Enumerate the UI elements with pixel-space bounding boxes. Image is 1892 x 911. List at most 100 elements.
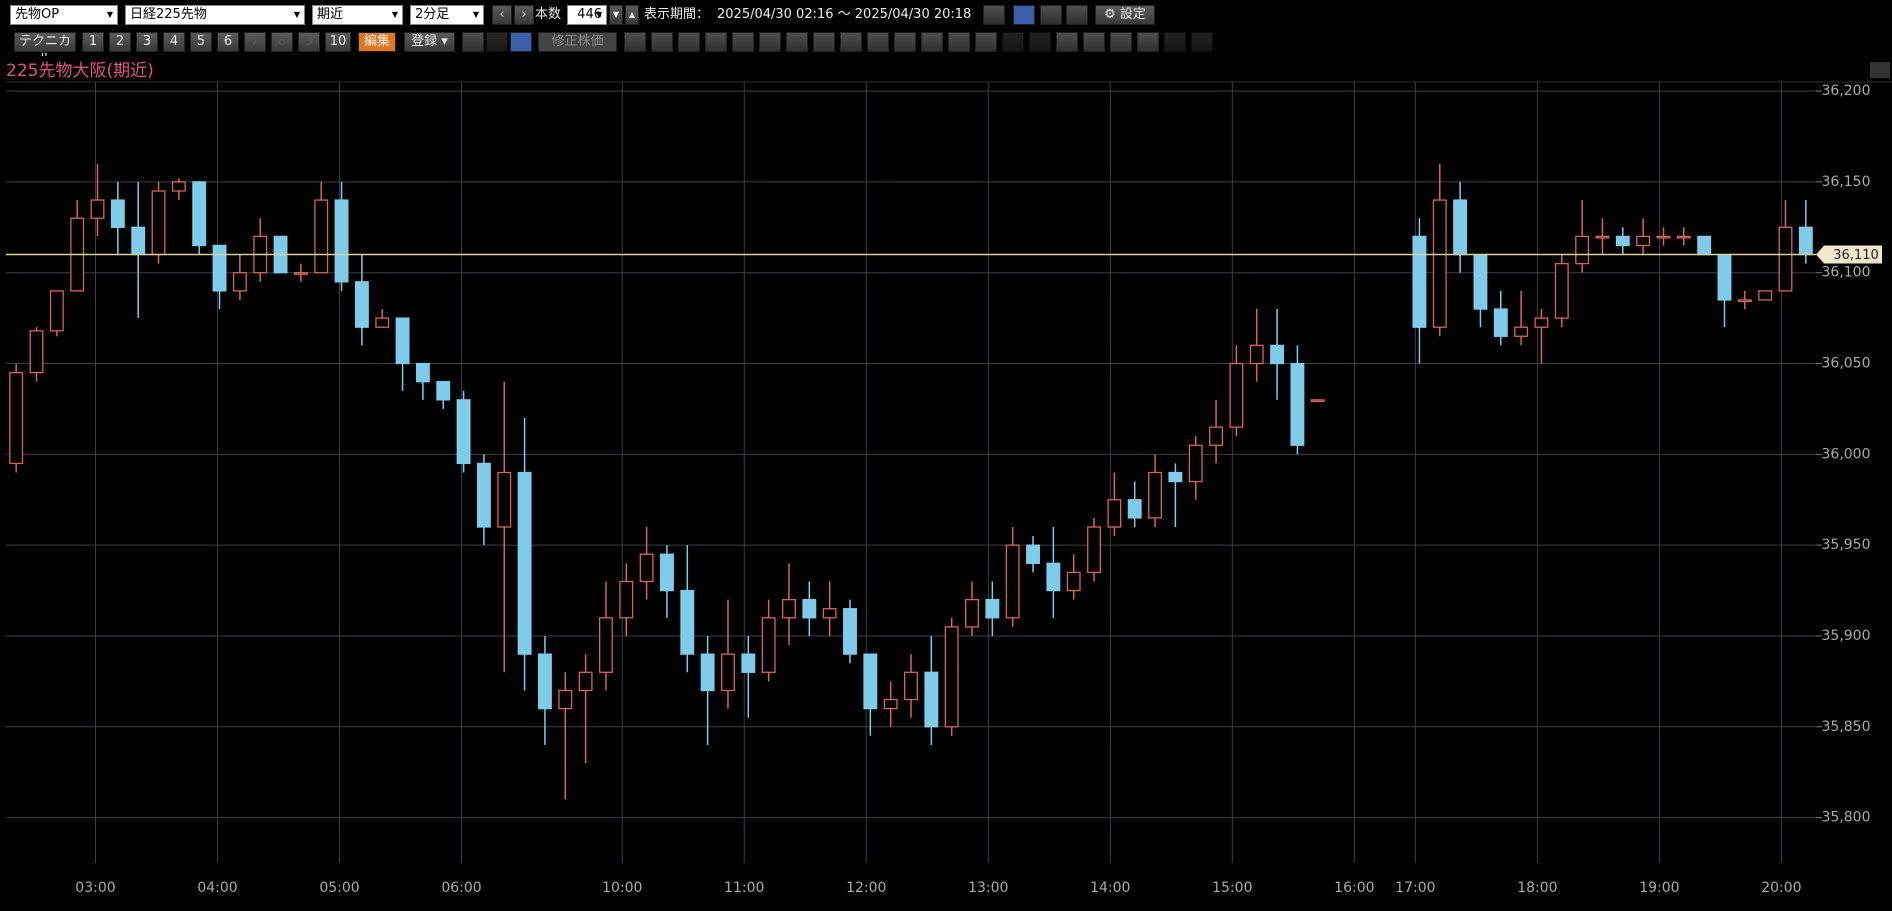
- x-tick-label: 15:00: [1212, 880, 1252, 896]
- candle-body: [904, 671, 918, 701]
- tool-button[interactable]: [651, 32, 673, 52]
- candle-body: [761, 617, 776, 673]
- candle-body: [1595, 235, 1610, 239]
- market-select[interactable]: 先物OP: [10, 5, 118, 25]
- x-tick-label: 04:00: [197, 880, 237, 896]
- technical-button[interactable]: テクニカル: [14, 32, 76, 67]
- tool-button[interactable]: [840, 32, 862, 52]
- chart-background: [0, 56, 1892, 911]
- number-button[interactable]: 9: [298, 32, 320, 52]
- tool-button[interactable]: [1056, 32, 1078, 52]
- candle-body: [29, 330, 44, 374]
- candle-body: [1534, 317, 1549, 328]
- y-tick-label: 36,100: [1822, 265, 1871, 281]
- x-tick-label: 18:00: [1517, 880, 1557, 896]
- candle-body: [1310, 399, 1325, 402]
- register-button[interactable]: 登録 ▾: [404, 32, 455, 52]
- print-button[interactable]: [1040, 5, 1062, 25]
- y-tick-label: 35,950: [1822, 537, 1871, 553]
- x-tick-label: 03:00: [75, 880, 115, 896]
- candle-body: [537, 653, 552, 710]
- candle-body: [171, 181, 186, 192]
- candle-body: [741, 653, 756, 673]
- candle-body: [49, 290, 64, 332]
- tool-button[interactable]: [1029, 32, 1051, 52]
- prev-button[interactable]: ‹: [492, 5, 512, 25]
- candle-body: [1636, 235, 1651, 247]
- y-tick-label: 36,050: [1822, 356, 1871, 372]
- candle-body: [1778, 226, 1793, 292]
- tool-button[interactable]: [921, 32, 943, 52]
- count-input[interactable]: 446: [567, 5, 607, 25]
- tool-button[interactable]: [1110, 32, 1132, 52]
- x-tick-label: 13:00: [968, 880, 1008, 896]
- candle-body: [293, 272, 308, 275]
- candle-body: [232, 272, 247, 292]
- number-button[interactable]: 8: [271, 32, 293, 52]
- tool-button[interactable]: [732, 32, 754, 52]
- chart: 225先物大阪(期近) 35,800 35,850 35,900 35,950 36,0…: [0, 56, 1892, 911]
- zoom-out[interactable]: [486, 32, 508, 52]
- contract-select[interactable]: 期近: [312, 5, 403, 25]
- crosshair[interactable]: [510, 32, 532, 52]
- tool-button[interactable]: [1083, 32, 1105, 52]
- number-button[interactable]: 1: [82, 32, 104, 52]
- chart-title: 225先物大阪(期近): [6, 61, 154, 81]
- candle-body: [1107, 499, 1122, 528]
- tool-button[interactable]: [1164, 32, 1186, 52]
- tool-button[interactable]: [1137, 32, 1159, 52]
- tool-button[interactable]: [813, 32, 835, 52]
- candle-body: [639, 553, 654, 583]
- tool-button[interactable]: [705, 32, 727, 52]
- count-down[interactable]: ▼: [609, 5, 623, 25]
- symbol-select[interactable]: 日経225先物: [125, 5, 305, 25]
- edit-button[interactable]: 編集: [358, 32, 396, 52]
- tool-button[interactable]: [867, 32, 889, 52]
- candle-body: [924, 671, 939, 728]
- tool-button[interactable]: [1191, 32, 1213, 52]
- x-tick-label: 12:00: [846, 880, 886, 896]
- number-button[interactable]: 4: [163, 32, 185, 52]
- tool-button[interactable]: [948, 32, 970, 52]
- tool-button[interactable]: [624, 32, 646, 52]
- next-button[interactable]: ›: [514, 5, 534, 25]
- candle-body: [1026, 544, 1040, 564]
- y-tick-label: 36,200: [1822, 83, 1871, 99]
- number-button[interactable]: 10: [325, 32, 351, 52]
- collapse-button[interactable]: [1870, 62, 1890, 78]
- reset-button[interactable]: [983, 5, 1005, 25]
- candle-body: [90, 199, 105, 219]
- register-label: 登録: [411, 34, 438, 49]
- settings-button[interactable]: ⚙ 設定: [1095, 5, 1155, 25]
- tool-button[interactable]: [759, 32, 781, 52]
- candle-body: [1087, 526, 1101, 574]
- interval-select[interactable]: 2分足: [410, 5, 484, 25]
- candle-body: [212, 244, 227, 292]
- number-button[interactable]: 5: [190, 32, 212, 52]
- x-tick-label: 11:00: [724, 880, 764, 896]
- candle-body: [436, 381, 451, 401]
- candle-body: [1432, 199, 1447, 328]
- tool-button[interactable]: [894, 32, 916, 52]
- count-up[interactable]: ▲: [625, 5, 639, 25]
- number-button[interactable]: 2: [109, 32, 131, 52]
- number-button[interactable]: 6: [217, 32, 239, 52]
- candle-body: [1473, 253, 1488, 310]
- tool-button[interactable]: [1002, 32, 1024, 52]
- candle-body: [1148, 471, 1162, 519]
- adjusted-button[interactable]: 修正株価: [538, 32, 617, 52]
- tool-button[interactable]: [678, 32, 700, 52]
- zoom-in[interactable]: [462, 32, 484, 52]
- x-tick-label: 16:00: [1334, 880, 1374, 896]
- candle-body: [110, 199, 125, 228]
- number-button[interactable]: 7: [244, 32, 266, 52]
- candle-body: [395, 317, 410, 365]
- number-button[interactable]: 3: [136, 32, 158, 52]
- candle-body: [1209, 426, 1224, 446]
- tool-button[interactable]: [975, 32, 997, 52]
- chart-mode-button[interactable]: [1013, 5, 1035, 25]
- export-button[interactable]: [1066, 5, 1088, 25]
- tool-button[interactable]: [786, 32, 808, 52]
- candle-body: [375, 317, 390, 328]
